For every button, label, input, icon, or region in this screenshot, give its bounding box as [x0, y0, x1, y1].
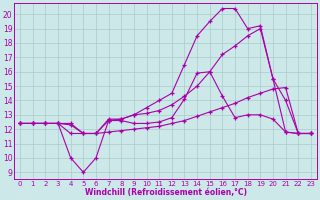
X-axis label: Windchill (Refroidissement éolien,°C): Windchill (Refroidissement éolien,°C)	[84, 188, 246, 197]
